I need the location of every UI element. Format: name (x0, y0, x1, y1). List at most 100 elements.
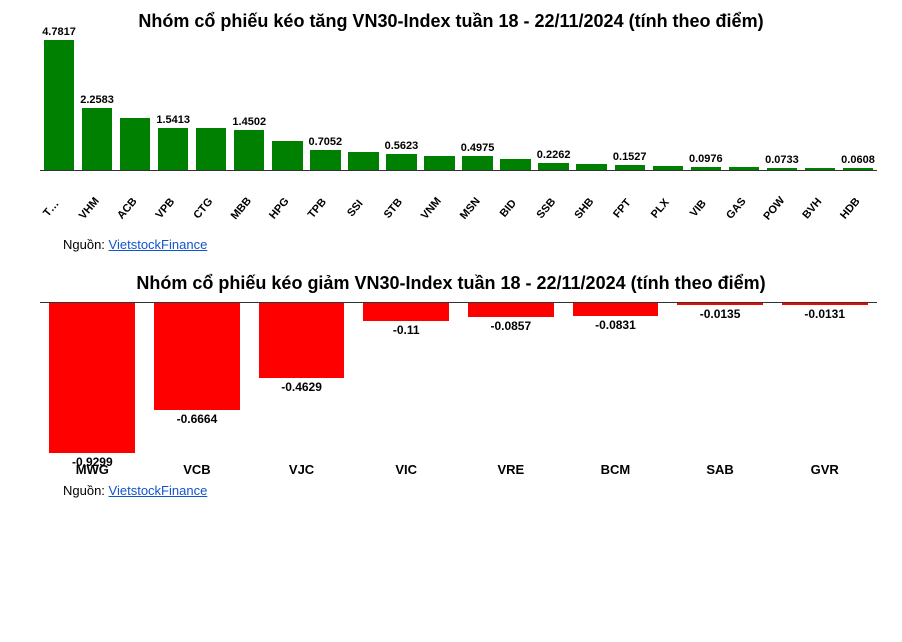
bar-cell: 0.4975 (459, 156, 497, 170)
bar-cell: 0.0733 (763, 168, 801, 170)
x-axis-label: VIC (354, 462, 459, 477)
bar-cell: -0.0135 (668, 303, 773, 305)
bar-rect (767, 168, 797, 170)
bar-value-label: 4.7817 (42, 26, 76, 38)
bar-rect (272, 141, 302, 170)
bar-rect (573, 303, 659, 316)
bar-rect (259, 303, 345, 378)
bar-cell: 0.1527 (611, 165, 649, 169)
bar-cell (420, 156, 458, 170)
bar-rect (424, 156, 454, 170)
bar-cell: 0.7052 (306, 150, 344, 169)
bar-value-label: 0.7052 (309, 136, 343, 148)
bar-value-label: 1.5413 (156, 114, 190, 126)
bar-cell: 0.0976 (687, 167, 725, 170)
x-axis-label: SAB (668, 462, 773, 477)
bar-rect (805, 168, 835, 170)
bar-value-label: 0.0608 (841, 154, 875, 166)
source-prefix: Nguồn: (63, 237, 109, 252)
bar-value-label: 1.4502 (232, 116, 266, 128)
bar-rect (120, 118, 150, 170)
chart-up-source: Nguồn: VietstockFinance (63, 237, 887, 252)
bar-value-label: 0.5623 (385, 140, 419, 152)
bar-value-label: -0.0857 (490, 319, 531, 333)
bar-value-label: -0.11 (393, 323, 420, 337)
bar-value-label: -0.6664 (177, 412, 218, 426)
bar-cell (497, 159, 535, 170)
bar-value-label: 0.0733 (765, 154, 799, 166)
x-axis-label: VCB (145, 462, 250, 477)
chart-up-bars: 4.78172.2583 1.5413 1.4502 0.7052 0.5623 0.49… (40, 41, 877, 171)
chart-up-area: 4.78172.2583 1.5413 1.4502 0.7052 0.5623 0.49… (40, 41, 877, 231)
bar-value-label: 2.2583 (80, 94, 114, 106)
chart-up-title: Nhóm cổ phiếu kéo tăng VN30-Index tuần 1… (61, 10, 841, 33)
source-link[interactable]: VietstockFinance (109, 237, 208, 252)
x-axis-label: VJC (249, 462, 354, 477)
bar-value-label: -0.0135 (700, 307, 741, 321)
bar-value-label: 0.1527 (613, 151, 647, 163)
bar-rect (615, 165, 645, 169)
bar-value-label: 0.4975 (461, 142, 495, 154)
bar-rect (782, 303, 868, 305)
bar-cell: -0.11 (354, 303, 459, 321)
x-axis-label: BCM (563, 462, 668, 477)
source-prefix: Nguồn: (63, 483, 109, 498)
bar-value-label: -0.4629 (281, 380, 322, 394)
x-axis-label: HDB (834, 190, 883, 240)
bar-cell: 0.0608 (839, 168, 877, 170)
bar-cell (268, 141, 306, 170)
bar-value-label: 0.0976 (689, 153, 723, 165)
bar-cell: 0.5623 (382, 154, 420, 169)
bar-rect (462, 156, 492, 170)
source-link[interactable]: VietstockFinance (109, 483, 208, 498)
bar-rect (653, 166, 683, 169)
chart-down-source: Nguồn: VietstockFinance (63, 483, 887, 498)
chart-up-xlabels: T…VHMACBVPBCTGMBBHPGTPBSSISTBVNMMSNBIDSS… (40, 199, 877, 231)
bar-rect (363, 303, 449, 321)
bar-cell (573, 164, 611, 169)
bar-rect (44, 40, 74, 170)
bar-rect (234, 130, 264, 169)
bar-cell (344, 152, 382, 170)
bar-cell: 2.2583 (78, 108, 116, 169)
bar-cell (116, 118, 154, 170)
chart-down-area: -0.9299-0.6664-0.4629-0.11-0.0857-0.0831… (40, 302, 877, 477)
x-axis-label: VRE (459, 462, 564, 477)
bar-rect (677, 303, 763, 305)
bar-rect (691, 167, 721, 170)
bar-value-label: -0.0831 (595, 318, 636, 332)
bar-rect (729, 167, 759, 169)
bar-value-label: -0.0131 (804, 307, 845, 321)
bar-cell (725, 167, 763, 169)
x-axis-label: GVR (772, 462, 877, 477)
bar-rect (576, 164, 606, 169)
chart-down-xlabels: MWGVCBVJCVICVREBCMSABGVR (40, 462, 877, 477)
bar-rect (310, 150, 340, 169)
bar-cell: 1.4502 (230, 130, 268, 169)
bar-rect (82, 108, 112, 169)
bar-rect (386, 154, 416, 169)
bar-cell: -0.0857 (459, 303, 564, 317)
bar-rect (158, 128, 188, 170)
chart-up-block: Nhóm cổ phiếu kéo tăng VN30-Index tuần 1… (15, 10, 887, 252)
bar-cell: -0.4629 (249, 303, 354, 378)
bar-cell: -0.0831 (563, 303, 668, 316)
bar-rect (500, 159, 530, 170)
bar-cell: -0.9299 (40, 303, 145, 453)
bar-rect (843, 168, 873, 170)
bar-cell: -0.6664 (145, 303, 250, 410)
bar-cell: -0.0131 (772, 303, 877, 305)
bar-cell: 1.5413 (154, 128, 192, 170)
bar-cell (192, 128, 230, 169)
chart-down-bars: -0.9299-0.6664-0.4629-0.11-0.0857-0.0831… (40, 302, 877, 452)
bar-cell (649, 166, 687, 169)
bar-cell: 4.7817 (40, 40, 78, 170)
bar-rect (196, 128, 226, 169)
bar-cell: 0.2262 (535, 163, 573, 169)
bar-value-label: -0.9299 (72, 455, 113, 469)
bar-rect (154, 303, 240, 410)
bar-rect (348, 152, 378, 170)
chart-down-block: Nhóm cổ phiếu kéo giảm VN30-Index tuần 1… (15, 272, 887, 499)
bar-value-label: 0.2262 (537, 149, 571, 161)
bar-rect (49, 303, 135, 453)
